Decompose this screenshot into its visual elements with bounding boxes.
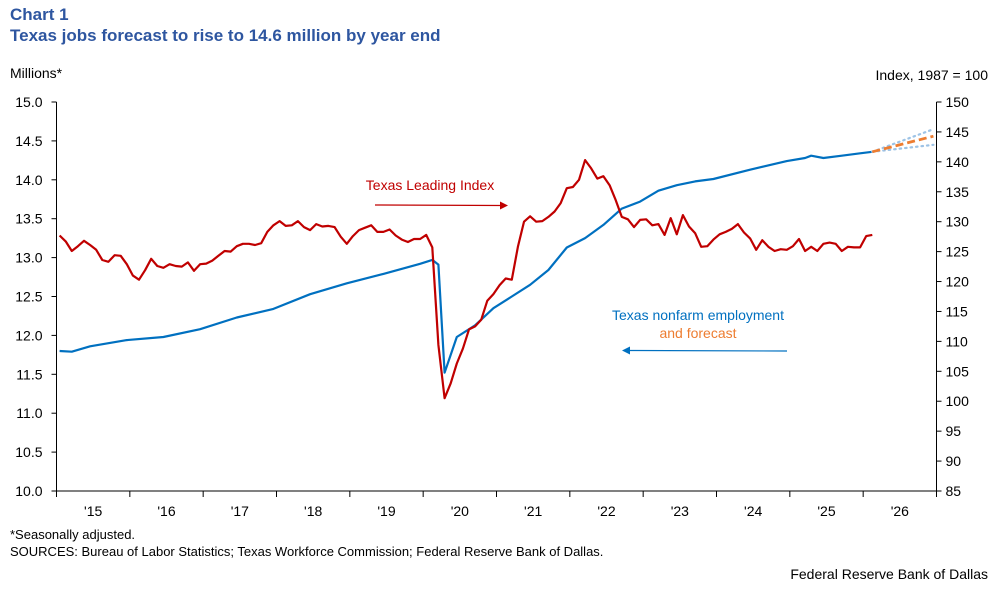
- left-tick-label: 11.5: [16, 366, 42, 382]
- employment-arrowhead: [622, 346, 630, 355]
- left-tick-label: 12.0: [15, 327, 42, 343]
- chart-title: Texas jobs forecast to rise to 14.6 mill…: [10, 26, 441, 45]
- x-tick-label: '23: [671, 503, 689, 519]
- left-tick-label: 14.5: [15, 133, 42, 149]
- x-tick-label: '17: [231, 503, 249, 519]
- forecast-lower-band: [871, 143, 935, 153]
- forecast-annotation: and forecast: [659, 325, 736, 341]
- right-tick-label: 130: [946, 214, 970, 230]
- right-tick-label: 115: [946, 303, 969, 319]
- x-tick-label: '22: [597, 503, 615, 519]
- right-tick-label: 145: [946, 124, 970, 140]
- right-tick-label: 85: [946, 483, 962, 499]
- leading-index-annotation: Texas Leading Index: [366, 177, 494, 193]
- right-tick-label: 140: [946, 154, 970, 170]
- right-tick-label: 90: [946, 453, 962, 469]
- right-tick-label: 95: [946, 423, 962, 439]
- left-axis-label: Millions*: [10, 65, 63, 81]
- left-tick-label: 12.5: [15, 289, 42, 305]
- employment-annotation: Texas nonfarm employment: [612, 307, 784, 323]
- x-tick-label: '19: [377, 503, 395, 519]
- employment-line: [59, 150, 873, 374]
- right-tick-label: 105: [946, 363, 970, 379]
- left-tick-label: 13.5: [15, 211, 42, 227]
- x-tick-label: '26: [891, 503, 909, 519]
- employment-arrow: [627, 349, 788, 352]
- leading-index-arrow: [374, 204, 503, 207]
- x-tick-label: '20: [451, 503, 469, 519]
- x-tick-label: '25: [817, 503, 835, 519]
- left-tick-label: 13.0: [15, 250, 42, 266]
- right-tick-label: 120: [946, 274, 970, 290]
- x-tick-label: '15: [84, 503, 102, 519]
- left-tick-label: 10.5: [15, 444, 42, 460]
- x-tick-label: '24: [744, 503, 762, 519]
- right-tick-label: 100: [946, 393, 970, 409]
- leading-index-line: [58, 159, 873, 400]
- sources: SOURCES: Bureau of Labor Statistics; Tex…: [10, 544, 604, 559]
- forecast-line: [871, 134, 934, 154]
- leading-index-arrowhead: [500, 201, 508, 210]
- right-tick-label: 150: [946, 94, 970, 110]
- right-tick-label: 135: [946, 184, 970, 200]
- right-tick-label: 110: [946, 333, 969, 349]
- credit: Federal Reserve Bank of Dallas: [790, 566, 988, 582]
- left-tick-label: 14.0: [15, 172, 42, 188]
- right-tick-label: 125: [946, 244, 970, 260]
- left-tick-label: 11.0: [16, 405, 42, 421]
- chart-label: Chart 1: [10, 5, 69, 24]
- forecast-upper-band: [871, 128, 935, 153]
- footnote: *Seasonally adjusted.: [10, 527, 136, 542]
- x-tick-label: '16: [157, 503, 175, 519]
- x-tick-label: '21: [524, 503, 542, 519]
- right-axis-label: Index, 1987 = 100: [876, 67, 989, 83]
- left-tick-label: 15.0: [15, 94, 42, 110]
- x-tick-label: '18: [304, 503, 322, 519]
- left-tick-label: 10.0: [15, 483, 42, 499]
